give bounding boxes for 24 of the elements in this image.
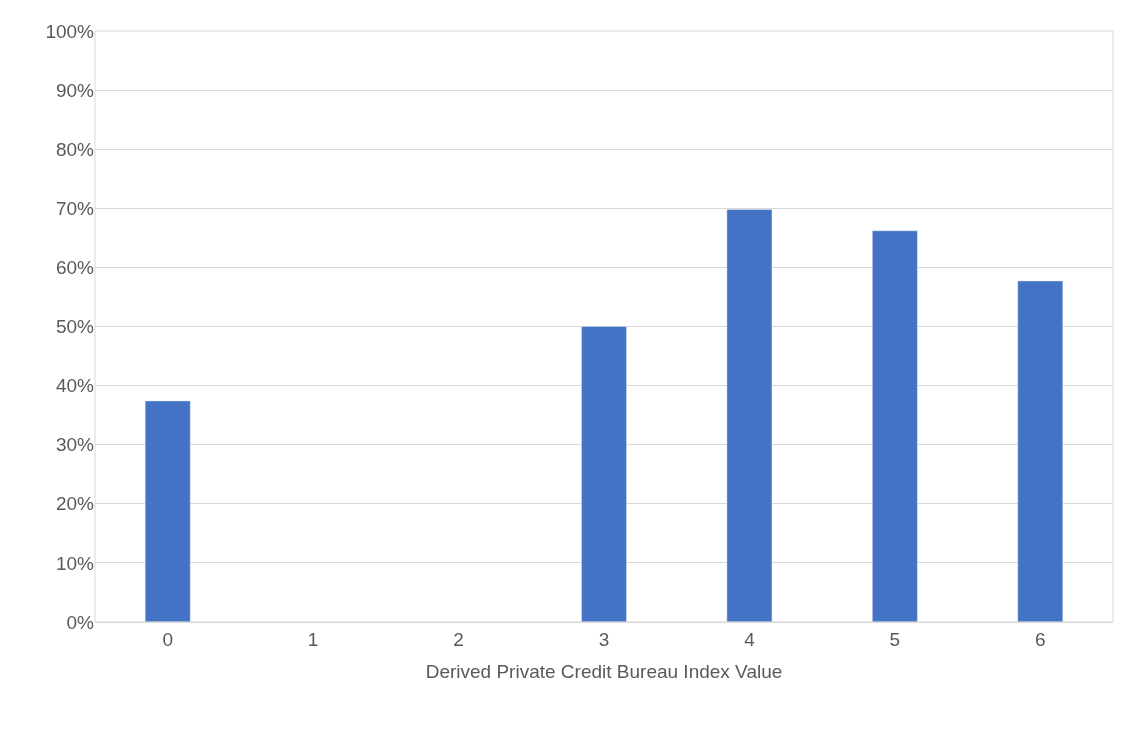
x-tick-label: 2 bbox=[453, 628, 464, 650]
y-tick-label: 80% bbox=[55, 138, 95, 160]
y-tick-label: 50% bbox=[55, 316, 95, 338]
x-axis-title: Derived Private Credit Bureau Index Value bbox=[425, 660, 783, 682]
y-tick-label: 20% bbox=[55, 493, 95, 515]
y-tick-label: 90% bbox=[55, 79, 95, 101]
y-tick-label: 100% bbox=[45, 20, 95, 42]
x-tick-label: 6 bbox=[1035, 628, 1046, 650]
x-tick-label: 1 bbox=[307, 628, 319, 650]
y-tick-label: 0% bbox=[66, 611, 95, 633]
bar bbox=[1017, 280, 1064, 622]
bar bbox=[726, 209, 773, 622]
y-tick-label: 60% bbox=[55, 257, 95, 279]
x-tick-label: 5 bbox=[889, 628, 901, 650]
y-tick-label: 30% bbox=[55, 434, 95, 456]
y-tick-label: 70% bbox=[55, 197, 95, 219]
x-tick-label: 4 bbox=[744, 628, 756, 650]
x-tick-label: 0 bbox=[162, 628, 173, 650]
bar bbox=[872, 230, 918, 622]
y-tick-label: 40% bbox=[55, 375, 95, 397]
x-tick-label: 3 bbox=[598, 628, 610, 650]
bar bbox=[144, 400, 191, 622]
bar bbox=[581, 326, 627, 622]
y-tick-label: 10% bbox=[55, 552, 95, 574]
